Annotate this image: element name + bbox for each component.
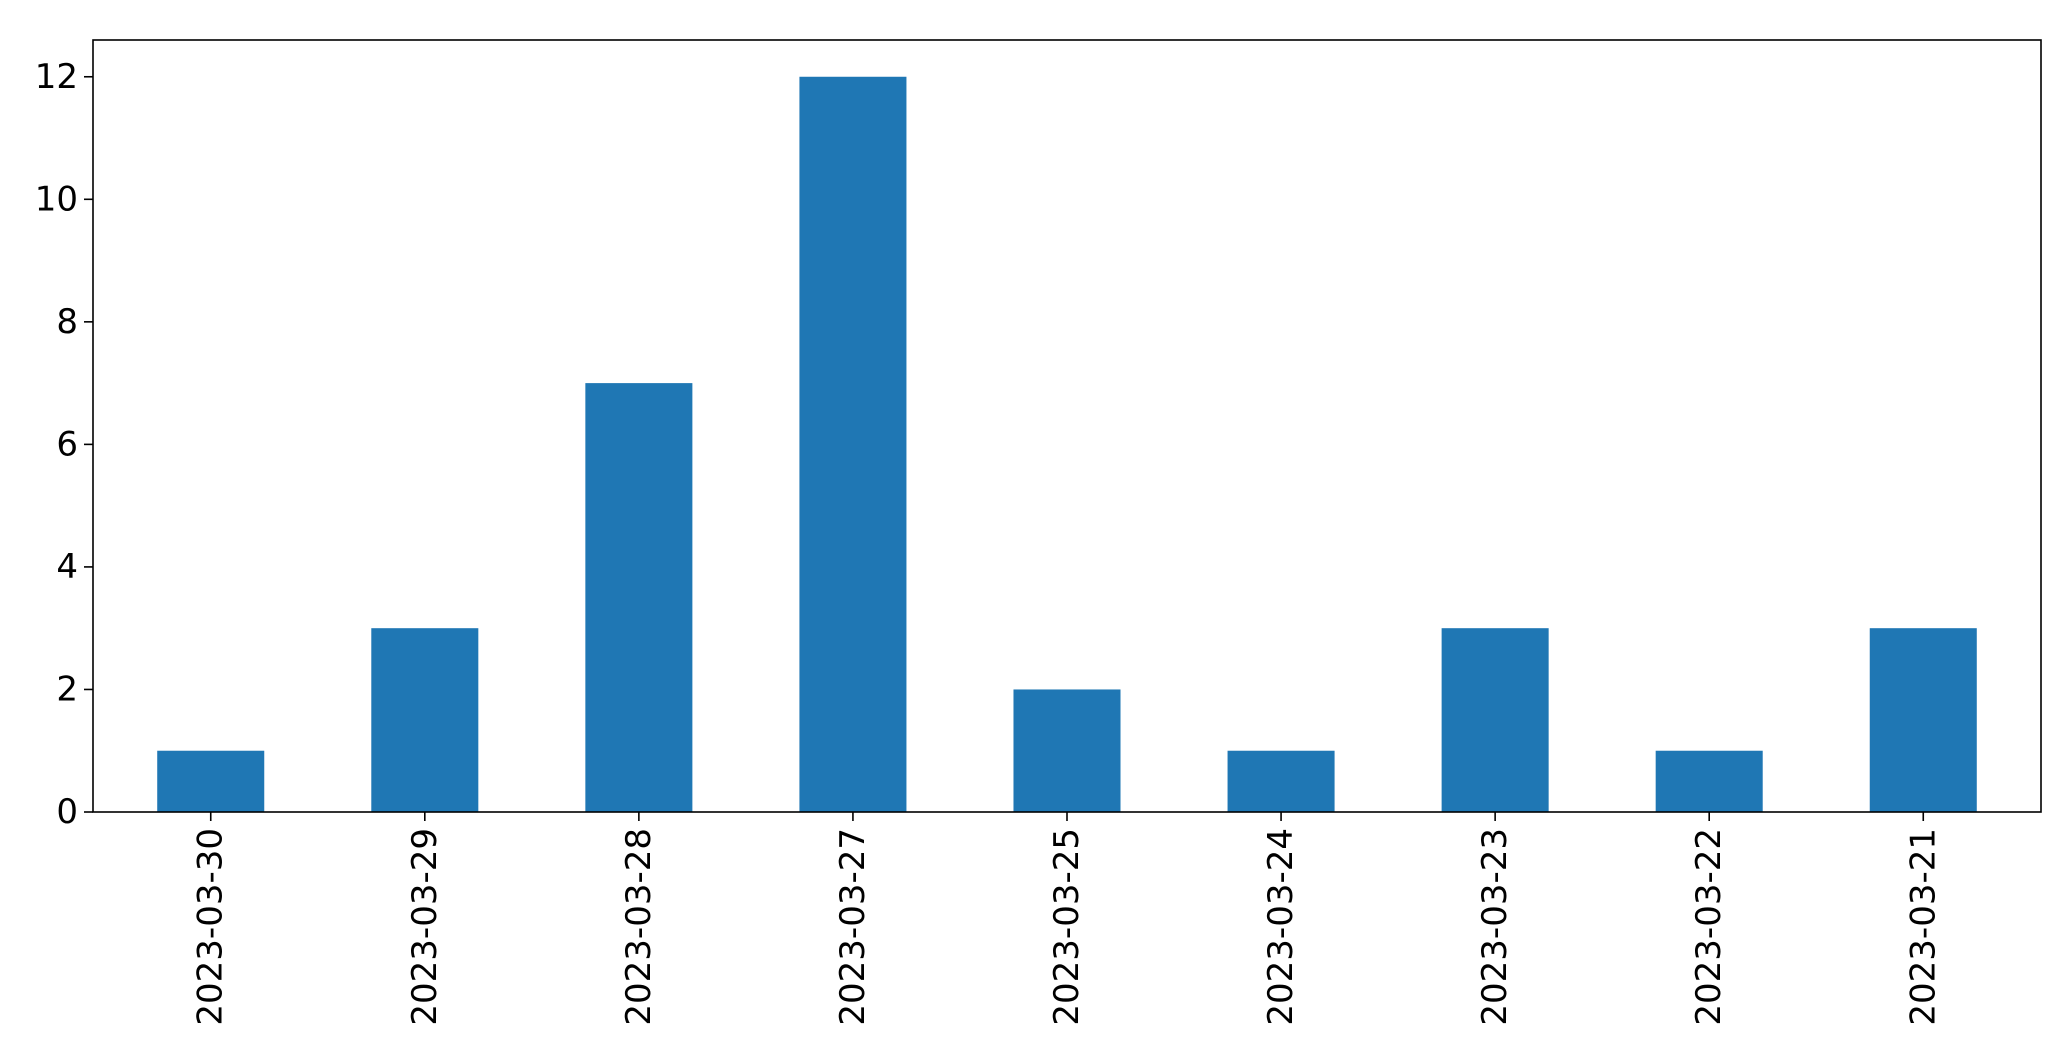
x-tick-label: 2023-03-22 [1689,828,1729,1026]
x-tick-label: 2023-03-23 [1475,828,1515,1026]
bar-2023-03-25 [1013,689,1121,812]
bar-2023-03-27 [799,76,907,812]
y-tick-label: 2 [56,669,78,709]
bar-2023-03-22 [1655,750,1763,812]
y-tick-label: 0 [56,792,78,832]
x-tick-label: 2023-03-24 [1261,828,1301,1026]
y-tick-label: 4 [56,547,78,587]
y-tick-label: 8 [56,302,78,342]
bar-2023-03-21 [1869,628,1977,812]
x-axis: 2023-03-30 2023-03-29 2023-03-28 2023-03-27… [191,812,1943,1026]
x-tick-label: 2023-03-21 [1903,828,1943,1026]
x-tick-label: 2023-03-28 [619,828,659,1026]
bar-2023-03-28 [585,383,693,812]
y-axis: 0 2 4 6 8 10 12 [35,57,93,832]
x-tick-label: 2023-03-29 [405,828,445,1026]
bar-2023-03-24 [1227,750,1335,812]
bar-2023-03-30 [157,750,265,812]
bar-2023-03-29 [371,628,479,812]
bars-group [157,76,1977,812]
x-tick-label: 2023-03-30 [191,828,231,1026]
bar-2023-03-23 [1441,628,1549,812]
x-tick-label: 2023-03-25 [1047,828,1087,1026]
x-tick-label: 2023-03-27 [833,828,873,1026]
y-tick-label: 6 [56,424,78,464]
y-tick-label: 10 [35,179,78,219]
y-tick-label: 12 [35,57,78,97]
